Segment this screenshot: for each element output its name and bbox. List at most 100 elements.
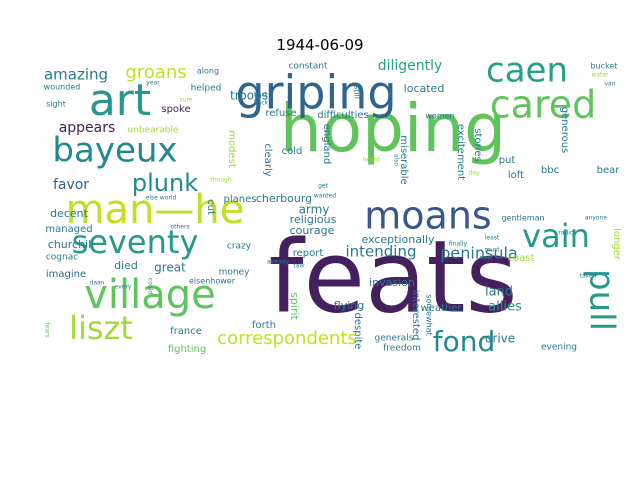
cloud-word: modest	[226, 130, 237, 168]
cloud-word: great	[154, 261, 186, 275]
cloud-word: bucket	[591, 62, 618, 71]
cloud-word: cared	[490, 83, 596, 127]
cloud-word: drive	[485, 332, 515, 346]
cloud-word: amazing	[44, 66, 108, 84]
cloud-word: cherbourg	[256, 192, 312, 205]
cloud-word: village	[84, 272, 216, 318]
cloud-word: others	[170, 224, 189, 231]
cloud-word: must	[484, 247, 500, 254]
cloud-word: stories	[472, 128, 483, 162]
cloud-word: invasion	[369, 276, 415, 289]
cloud-word: cold	[282, 146, 303, 157]
word-cloud: feats hoping griping art man—he village moans c…	[36, 58, 628, 358]
cloud-word: mrs.	[479, 255, 492, 262]
cloud-word: griping	[235, 66, 396, 120]
cloud-word: weather	[421, 303, 463, 314]
cloud-word: helped	[191, 84, 222, 94]
cloud-word: managed	[45, 224, 92, 235]
cloud-word: already	[267, 259, 290, 266]
cloud-word: longer	[611, 228, 622, 261]
cloud-word: fighting	[168, 344, 206, 355]
cloud-word: daan	[90, 280, 105, 287]
cloud-word: wanted	[314, 193, 336, 200]
cloud-word: intending	[345, 243, 416, 261]
cloud-word: liszt	[69, 309, 133, 347]
cloud-word: gentleman	[501, 214, 544, 223]
cloud-word: water	[591, 72, 609, 79]
cloud-word: exceptionally	[361, 233, 435, 246]
cloud-word: anyone	[585, 215, 608, 222]
cloud-word: also	[393, 154, 400, 166]
cloud-word: moans	[364, 194, 491, 238]
cloud-word: taken	[580, 273, 597, 280]
cloud-word: flying	[334, 299, 364, 312]
cloud-word: refuse	[265, 108, 296, 119]
cloud-word: least	[485, 235, 500, 242]
cloud-word: still	[353, 85, 362, 99]
cloud-word: bayeux	[52, 131, 177, 171]
cloud-word: else world	[146, 195, 177, 202]
cloud-word: wounded	[44, 83, 81, 92]
cloud-word: churchill	[48, 238, 94, 251]
cloud-word: radio	[558, 230, 574, 237]
cloud-word: france	[170, 326, 202, 337]
cloud-word: somewhat	[425, 294, 434, 335]
cloud-word: groans	[125, 62, 186, 83]
cloud-word: could	[147, 278, 154, 294]
cloud-word: back	[254, 92, 269, 99]
cloud-word: planes	[224, 194, 257, 205]
cloud-word: miserable	[398, 135, 409, 184]
cloud-word: died	[114, 259, 138, 272]
cloud-word: feats	[268, 218, 517, 335]
cloud-word: evening	[541, 343, 577, 353]
figure-title: 1944-06-09	[276, 36, 364, 54]
cloud-word: unbearable	[127, 126, 179, 136]
cloud-word: cognac	[46, 253, 78, 263]
cloud-word: england	[321, 124, 332, 164]
cloud-word: appears	[59, 120, 116, 136]
cloud-word: coast	[508, 253, 535, 264]
cloud-word: eisenhower	[189, 277, 236, 286]
cloud-word: spoke	[161, 104, 190, 115]
cloud-word: cut	[205, 199, 216, 215]
cloud-word: man—he	[66, 187, 245, 233]
cloud-word: spirit	[288, 292, 301, 320]
cloud-word: van	[604, 81, 615, 88]
cloud-word: sight	[46, 100, 66, 109]
cloud-word: caen	[486, 58, 568, 91]
cloud-word: fond	[433, 325, 496, 358]
cloud-word: land	[485, 285, 513, 300]
cloud-word: every	[115, 284, 132, 291]
cloud-word: money	[219, 268, 251, 278]
cloud-word: generals	[375, 334, 414, 344]
cloud-word: constant	[288, 62, 328, 72]
cloud-word: clearly	[262, 143, 273, 176]
cloud-word: correspondents	[217, 328, 357, 349]
cloud-word: hoping	[280, 90, 506, 167]
cloud-word: though	[210, 177, 231, 184]
cloud-word: courage	[290, 224, 335, 237]
cloud-word: report	[293, 248, 324, 259]
cloud-word: difficulties	[317, 110, 368, 121]
cloud-word: put	[499, 155, 516, 166]
cloud-word: army	[299, 203, 330, 217]
cloud-word: along	[197, 67, 219, 76]
cloud-word: fears	[44, 322, 51, 337]
cloud-word: art	[89, 75, 151, 126]
cloud-word: heard	[362, 157, 380, 164]
cloud-word: year	[146, 80, 160, 87]
cloud-word: seventy	[72, 223, 199, 261]
cloud-word: diligently	[378, 58, 443, 74]
cloud-word: plunk	[132, 169, 198, 197]
cloud-word: generous	[559, 107, 570, 154]
cloud-word: forth	[252, 320, 276, 331]
cloud-word: interested	[410, 290, 421, 341]
cloud-word: peninsula	[440, 244, 517, 263]
cloud-word: back	[254, 100, 269, 107]
cloud-word: decent	[50, 207, 89, 220]
cloud-word: talk	[293, 263, 305, 270]
cloud-word: religious	[290, 213, 337, 226]
cloud-word: excitement	[455, 124, 466, 180]
cloud-word: women	[425, 112, 454, 121]
